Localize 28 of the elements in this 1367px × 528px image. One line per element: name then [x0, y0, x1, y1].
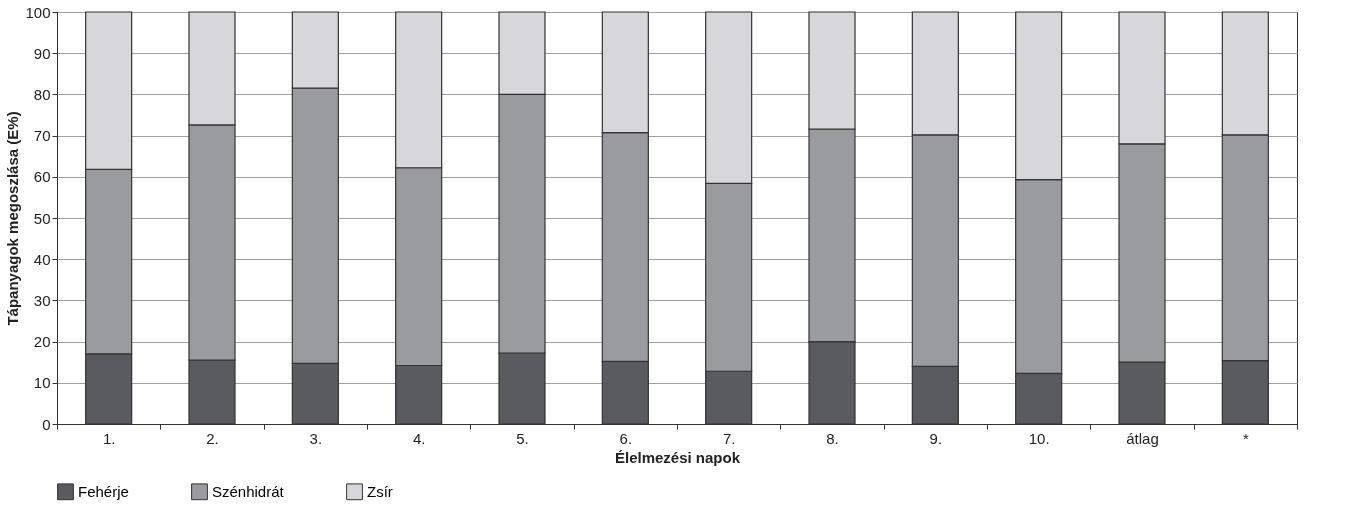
legend-label: Szénhidrát — [212, 482, 285, 500]
x-tick-label: 4. — [412, 429, 426, 447]
y-tick-label: 50 — [33, 209, 51, 227]
y-tick-label: 60 — [33, 168, 51, 186]
legend-label: Zsír — [367, 482, 393, 500]
x-tick-label: * — [1242, 429, 1249, 447]
y-tick-label: 100 — [25, 3, 51, 21]
x-tick-label: 1. — [102, 429, 116, 447]
y-tick-label: 90 — [33, 44, 51, 62]
y-axis-title: Tápanyagok megoszlása (E%) — [4, 111, 22, 326]
y-tick-label: 70 — [33, 127, 51, 145]
y-tick-label: 80 — [33, 85, 51, 103]
y-tick-label: 0 — [42, 415, 51, 433]
x-tick-label: 7. — [722, 429, 736, 447]
x-tick-label: 10. — [1028, 429, 1050, 447]
legend-label: Fehérje — [78, 482, 129, 500]
x-tick-label: 8. — [826, 429, 839, 447]
x-tick-label: 6. — [619, 429, 633, 447]
x-tick-label: 2. — [206, 429, 219, 447]
y-tick-label: 40 — [33, 250, 51, 268]
x-tick-label: átlag — [1126, 429, 1159, 447]
x-tick-label: 9. — [929, 429, 943, 447]
x-tick-label: 5. — [516, 429, 529, 447]
y-tick-label: 20 — [33, 333, 51, 351]
x-tick-label: 3. — [309, 429, 323, 447]
y-tick-label: 10 — [33, 374, 51, 392]
x-axis-title: Élelmezési napok — [614, 448, 741, 466]
y-tick-label: 30 — [33, 291, 51, 309]
